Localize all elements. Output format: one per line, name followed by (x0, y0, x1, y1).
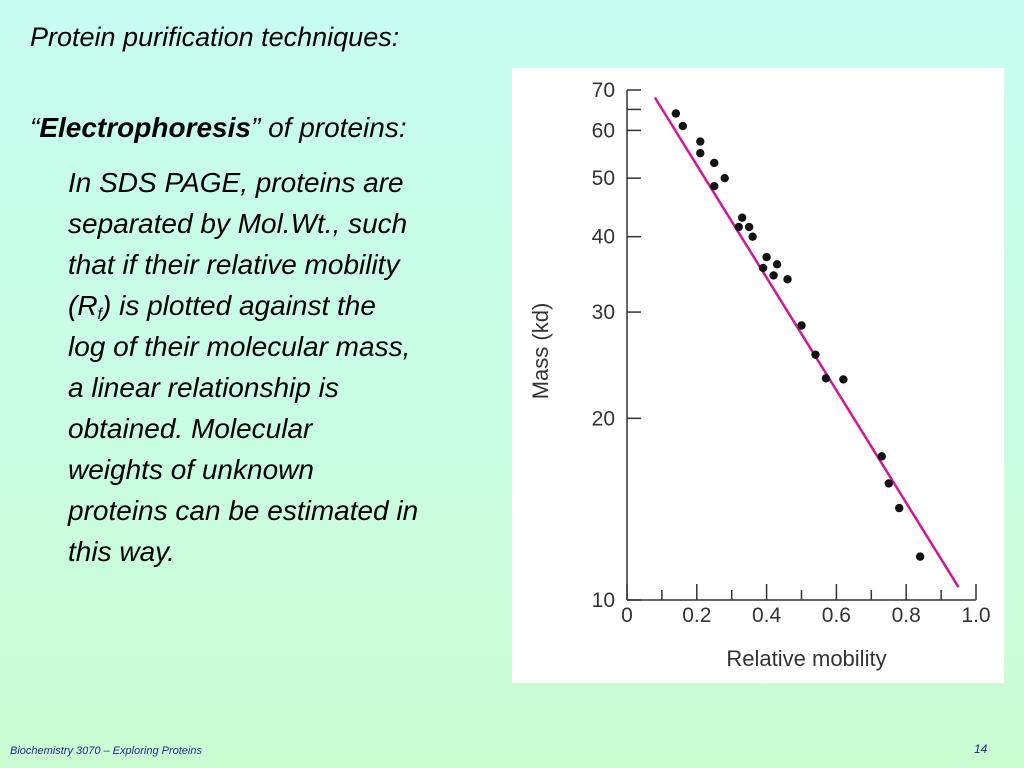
data-point (737, 213, 747, 222)
y-tick-label: 60 (592, 119, 615, 142)
data-point (762, 252, 771, 262)
y-tick-label: 40 (592, 226, 615, 249)
rf-rest: ) is plotted against the (102, 290, 376, 321)
data-point (758, 263, 768, 273)
data-point (915, 552, 925, 561)
x-tick-label: 0 (621, 604, 633, 627)
rf-subscript: f (97, 306, 102, 323)
page-number: 14 (974, 742, 988, 756)
body-line: a linear relationship is (68, 372, 339, 403)
body-text: In SDS PAGE, proteins are separated by M… (68, 162, 508, 572)
data-point (720, 173, 729, 183)
body-line: separated by Mol.Wt., such (68, 208, 408, 239)
bullet-term: Electrophoresis (39, 112, 251, 143)
body-line: obtained. Molecular (68, 413, 313, 444)
mobility-mass-chart: 70 60 50 40 30 20 10 0 0.2 0.4 0.6 0.8 1.0 Relative m… (528, 79, 991, 671)
data-point (744, 222, 754, 232)
data-point (839, 375, 848, 384)
data-point (895, 503, 904, 513)
bullet-rest: ” of proteins: (250, 112, 407, 143)
y-tick-label: 70 (592, 79, 615, 102)
y-tick-label: 50 (592, 167, 615, 190)
data-point (696, 137, 705, 146)
data-point (671, 109, 681, 118)
x-axis-label: Relative mobility (726, 646, 886, 671)
data-point (797, 321, 806, 330)
y-tick-label: 20 (592, 407, 615, 430)
body-line: proteins can be estimated in (68, 495, 419, 526)
x-tick-label: 1.0 (961, 604, 990, 627)
y-tick-label: 10 (592, 589, 615, 612)
body-line: this way. (68, 536, 175, 567)
x-tick-label: 0.4 (752, 604, 782, 627)
body-line-rf: (Rf) is plotted against the (68, 285, 508, 326)
body-line: that if their relative mobility (68, 249, 400, 280)
rf-open: (R (68, 290, 98, 321)
bullet-heading: “Electrophoresis” of proteins: (30, 112, 407, 144)
x-tick-label: 0.8 (892, 604, 921, 627)
fit-line (653, 96, 960, 588)
data-point (821, 374, 831, 383)
data-point (734, 222, 743, 232)
slide-title: Protein purification techniques: (30, 22, 400, 52)
data-point (696, 149, 705, 158)
data-point (877, 452, 886, 461)
x-tick-label: 0.2 (682, 604, 711, 627)
y-axis-label: Mass (kd) (528, 303, 553, 400)
y-tick-label: 30 (592, 301, 615, 324)
footer-course: Biochemistry 3070 – Exploring Proteins (10, 745, 202, 757)
data-point (783, 275, 792, 284)
body-line: In SDS PAGE, proteins are (68, 167, 404, 198)
open-quote: “ (30, 112, 40, 143)
data-point (678, 121, 688, 131)
data-point (748, 232, 757, 241)
data-point (769, 271, 778, 280)
body-line: weights of unknown (68, 454, 314, 485)
chart-panel: 70 60 50 40 30 20 10 0 0.2 0.4 0.6 0.8 1.0 Relative m… (512, 68, 1004, 683)
body-line: log of their molecular mass, (68, 331, 411, 362)
data-point (811, 350, 820, 359)
data-point (772, 260, 782, 269)
x-tick-label: 0.6 (822, 604, 851, 627)
data-point (710, 158, 719, 168)
data-point (884, 479, 893, 488)
data-point (710, 181, 719, 191)
